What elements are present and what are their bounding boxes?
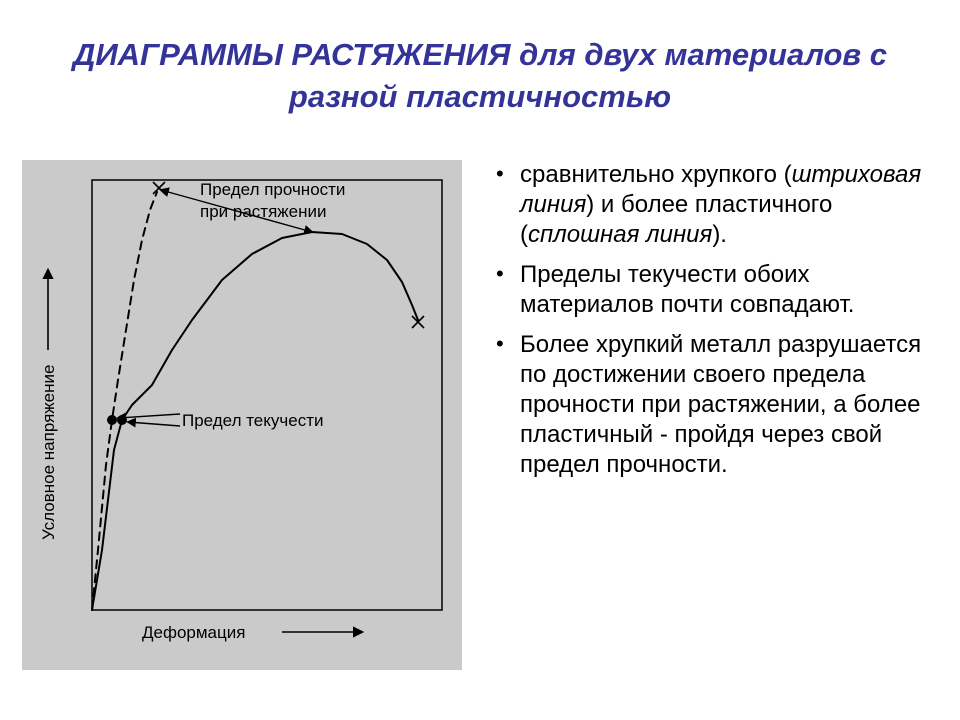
svg-text:Деформация: Деформация [142,623,245,642]
bullet-1-pre: сравнительно хрупкого ( [520,161,792,188]
svg-text:Условное напряжение: Условное напряжение [39,365,58,540]
bullet-3: Более хрупкий металл разрушается по дост… [516,330,930,480]
bullet-1: сравнительно хрупкого (штриховая линия) … [516,160,930,250]
bullet-2: Пределы текучести обоих материалов почти… [516,260,930,320]
svg-text:Предел текучести: Предел текучести [182,411,323,430]
svg-text:при растяжении: при растяжении [200,202,327,221]
bullet-1-post: ). [712,221,727,248]
stress-strain-chart: Предел прочности при растяжении Предел тек… [22,160,462,670]
bullet-1-italic-2: сплошная линия [528,221,712,248]
bullet-list: сравнительно хрупкого (штриховая линия) … [490,160,930,490]
svg-text:Предел прочности: Предел прочности [200,180,345,199]
slide-title: ДИАГРАММЫ РАСТЯЖЕНИЯ для двух материалов… [0,34,960,118]
